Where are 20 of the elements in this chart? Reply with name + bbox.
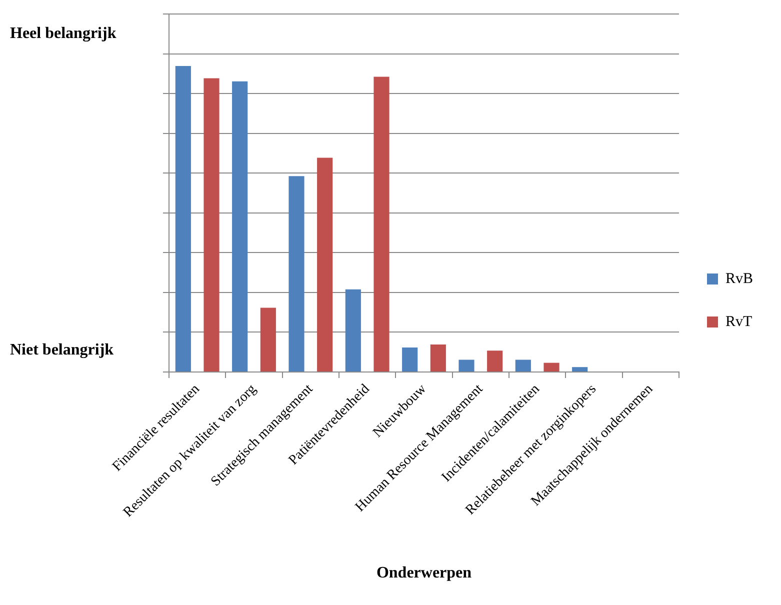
bar xyxy=(204,78,220,372)
bar xyxy=(374,76,390,372)
x-axis-title: Onderwerpen xyxy=(376,564,472,582)
bar xyxy=(487,350,503,372)
bar xyxy=(458,360,474,372)
bar xyxy=(317,158,333,372)
bar xyxy=(572,367,588,372)
bar xyxy=(345,289,361,372)
bar xyxy=(288,176,304,372)
bar xyxy=(260,308,276,372)
bar xyxy=(430,344,446,372)
text: Niet belangrijk xyxy=(10,342,114,359)
legend-label: RvB xyxy=(725,270,754,287)
bar xyxy=(175,66,191,372)
legend-label: RvT xyxy=(725,314,752,330)
text: Heel belangrijk xyxy=(10,25,116,42)
bar xyxy=(515,360,531,372)
bar xyxy=(402,348,418,372)
bar xyxy=(544,362,560,372)
bar xyxy=(232,81,248,372)
